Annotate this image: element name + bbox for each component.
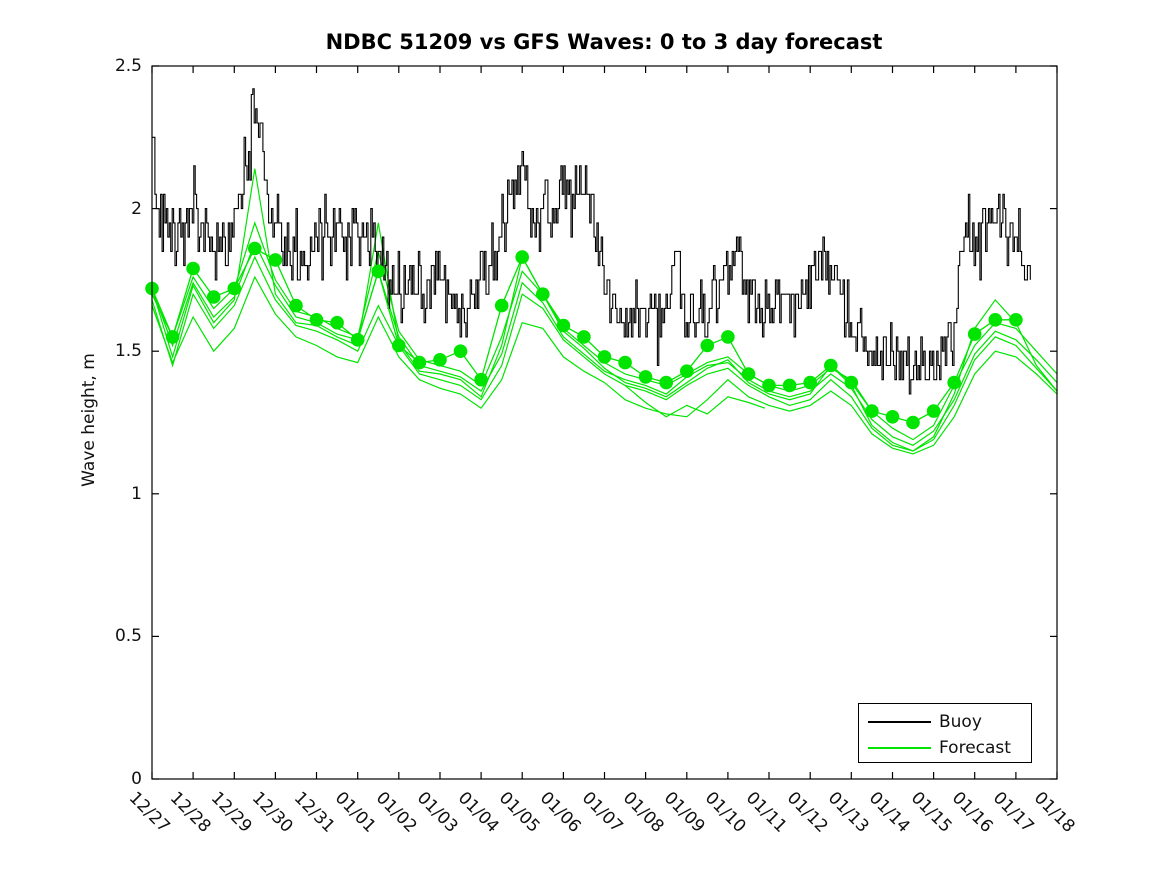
forecast-marker-dot-34 <box>844 375 859 390</box>
chart-title: NDBC 51209 vs GFS Waves: 0 to 3 day fore… <box>325 30 883 54</box>
forecast-line-4 <box>151 275 1058 455</box>
forecast-marker-dot-25 <box>659 375 673 390</box>
forecast-marker-dot-21 <box>577 330 591 344</box>
y-tick-label: 2 <box>131 198 142 219</box>
forecast-marker-dot-39 <box>947 375 961 390</box>
forecast-marker-dot-41 <box>988 313 1003 327</box>
forecast-marker-dot-29 <box>741 367 756 381</box>
forecast-marker-dot-32 <box>803 375 817 390</box>
forecast-marker-dot-27 <box>700 338 715 353</box>
legend-entry-buoy: Buoy <box>859 709 1031 735</box>
forecast-marker-dot-6 <box>268 253 283 267</box>
forecast-line-2 <box>151 255 1058 452</box>
forecast-marker-dot-20 <box>556 318 571 333</box>
forecast-marker-dot-1 <box>165 330 180 344</box>
forecast-marker-dot-42 <box>1009 313 1023 327</box>
forecast-marker-dot-4 <box>227 281 242 296</box>
forecast-marker-dot-19 <box>536 287 550 302</box>
forecast-marker-dot-16 <box>474 372 488 387</box>
forecast-marker-dot-23 <box>618 355 632 370</box>
forecast-marker-dot-14 <box>433 353 447 367</box>
forecast-marker-dot-35 <box>865 404 879 418</box>
y-tick-label: 0.5 <box>114 626 142 647</box>
forecast-marker-dot-36 <box>885 410 900 424</box>
forecast-marker-dot-28 <box>721 330 735 344</box>
forecast-marker-dot-17 <box>494 298 509 313</box>
forecast-marker-dot-11 <box>371 264 386 279</box>
forecast-marker-dot-18 <box>515 250 529 264</box>
forecast-line-3 <box>151 241 1058 446</box>
legend-entry-forecast: Forecast <box>859 735 1031 761</box>
legend-line-buoy-icon <box>868 721 931 723</box>
y-tick-label: 1.5 <box>114 341 142 362</box>
forecast-marker-dot-22 <box>597 350 612 364</box>
forecast-marker-dot-5 <box>248 241 262 256</box>
y-tick-label: 2.5 <box>114 56 142 76</box>
forecast-marker-dot-30 <box>762 378 776 393</box>
forecast-marker-dot-9 <box>330 315 344 330</box>
forecast-marker-dot-26 <box>680 364 694 379</box>
legend-label-forecast: Forecast <box>939 738 1011 758</box>
forecast-marker-dot-38 <box>926 404 941 418</box>
forecast-marker-dot-7 <box>289 298 303 313</box>
forecast-marker-dot-31 <box>782 378 797 393</box>
y-tick-label: 1 <box>131 483 142 504</box>
y-tick-label: 0 <box>131 769 142 789</box>
forecast-marker-dot-37 <box>906 415 920 430</box>
forecast-marker-dot-2 <box>186 261 200 276</box>
forecast-marker-dot-13 <box>412 355 427 370</box>
forecast-line-0 <box>151 168 1058 452</box>
forecast-marker-dot-8 <box>309 313 324 327</box>
forecast-marker-dot-12 <box>392 338 406 353</box>
forecast-segment-0 <box>624 384 766 418</box>
forecast-marker-dot-24 <box>638 370 653 384</box>
forecast-marker-dot-3 <box>206 290 221 304</box>
forecast-marker-dot-40 <box>967 327 982 341</box>
forecast-marker-dot-10 <box>350 333 365 347</box>
axes-box <box>151 65 1058 780</box>
legend-line-forecast-icon <box>868 747 931 749</box>
forecast-marker-dot-33 <box>824 358 838 373</box>
legend: Buoy Forecast <box>858 703 1032 763</box>
legend-label-buoy: Buoy <box>939 712 982 732</box>
forecast-marker-dot-15 <box>453 344 468 359</box>
buoy-line <box>152 88 1031 395</box>
